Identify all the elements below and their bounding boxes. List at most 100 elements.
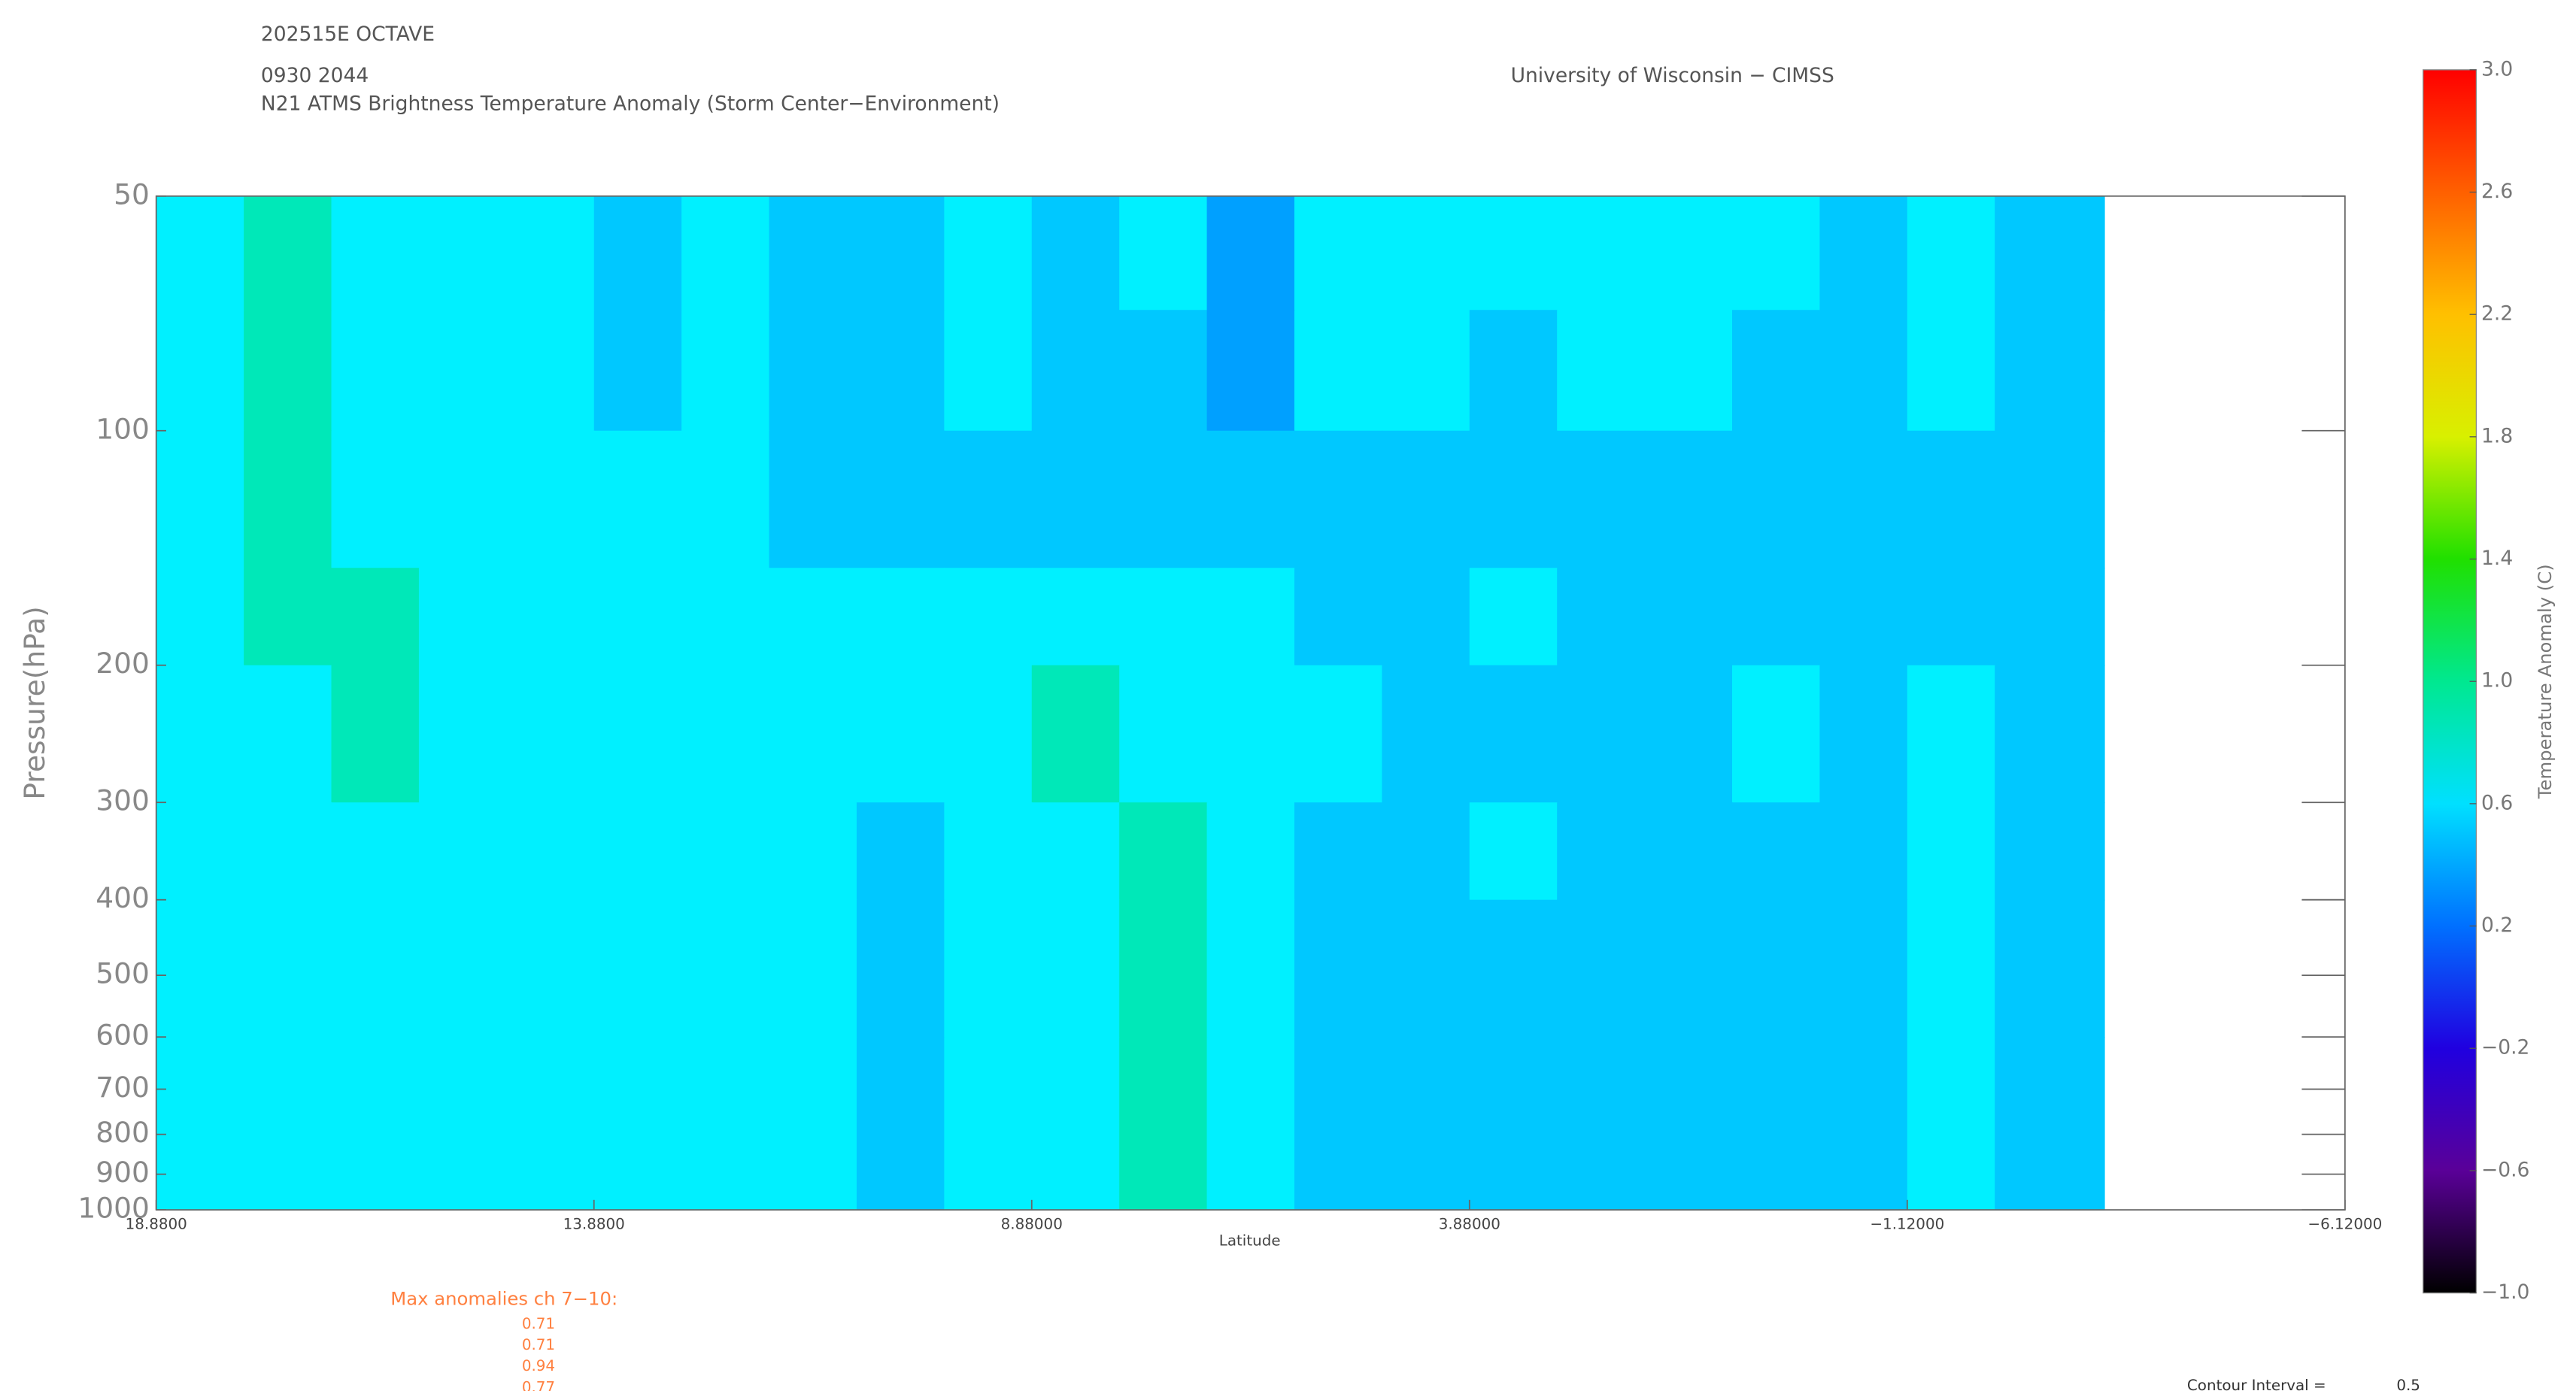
contour-cell	[856, 430, 945, 569]
x-tick-label: 8.88000	[1001, 1215, 1063, 1232]
contour-cell	[1469, 1037, 1558, 1211]
contour-cell	[769, 195, 857, 311]
contour-cell	[1469, 568, 1558, 666]
contour-cell	[1382, 665, 1470, 804]
contour-cell	[1206, 568, 1295, 666]
contour-cell	[156, 899, 244, 1038]
colorbar-tick-label: −0.6	[2481, 1158, 2529, 1181]
contour-cell	[944, 802, 1033, 901]
contour-cell	[1995, 1037, 2105, 1211]
contour-cell	[418, 1037, 508, 1211]
contour-cell	[418, 802, 508, 901]
contour-cell	[244, 430, 332, 569]
contour-cell	[681, 1037, 770, 1211]
field	[156, 195, 2105, 1211]
contour-cell	[1557, 1037, 1646, 1211]
y-tick-label: 800	[96, 1116, 150, 1149]
contour-cell	[593, 899, 683, 1038]
contour-cell	[244, 665, 332, 804]
contour-cell	[1031, 665, 1121, 804]
contour-cell	[1732, 665, 1821, 804]
contour-cell	[1732, 1037, 1821, 1211]
contour-cell	[1119, 1037, 1208, 1211]
contour-cell	[769, 430, 857, 569]
contour-cell	[856, 665, 945, 804]
contour-cell	[156, 195, 244, 311]
contour-cell	[506, 568, 595, 666]
contour-cell	[418, 665, 508, 804]
contour-cell	[1995, 568, 2105, 666]
contour-cell	[331, 802, 420, 901]
contour-cell	[1382, 430, 1470, 569]
contour-cell	[156, 568, 244, 666]
contour-cell	[769, 899, 857, 1038]
y-tick-label: 200	[96, 647, 150, 680]
contour-cell	[244, 310, 332, 432]
contour-cell	[593, 310, 683, 432]
contour-cell	[769, 1037, 857, 1211]
contour-cell	[1732, 430, 1821, 569]
contour-cell	[1469, 802, 1558, 901]
contour-cell	[1031, 1037, 1121, 1211]
contour-cell	[1644, 568, 1733, 666]
contour-cell	[944, 310, 1033, 432]
contour-cell	[944, 1037, 1033, 1211]
y-tick-label: 600	[96, 1019, 150, 1052]
contour-cell	[1557, 310, 1646, 432]
colorbar-tick-label: 0.2	[2481, 914, 2513, 937]
contour-cell	[1294, 568, 1383, 666]
contour-cell	[156, 430, 244, 569]
contour-cell	[681, 802, 770, 901]
contour-cell	[1206, 310, 1295, 432]
x-tick-label: 3.88000	[1439, 1215, 1500, 1232]
x-tick-label: −1.12000	[1870, 1215, 1944, 1232]
contour-cell	[1557, 665, 1646, 804]
contour-cell	[1557, 568, 1646, 666]
contour-cell	[856, 310, 945, 432]
contour-cell	[1119, 802, 1208, 901]
y-tick-label: 900	[96, 1156, 150, 1189]
contour-cell	[1206, 195, 1295, 311]
max-anomaly-value: 0.71	[522, 1315, 555, 1332]
contour-cell	[418, 195, 508, 311]
contour-cell	[681, 899, 770, 1038]
contour-cell	[1907, 1037, 1996, 1211]
contour-cell	[506, 1037, 595, 1211]
contour-cell	[944, 899, 1033, 1038]
colorbar-tick-label: −1.0	[2481, 1280, 2529, 1304]
contour-cell	[331, 430, 420, 569]
contour-cell	[1206, 1037, 1295, 1211]
contour-cell	[506, 195, 595, 311]
contour-cell	[856, 899, 945, 1038]
contour-cell	[1382, 195, 1470, 311]
contour-cell	[331, 568, 420, 666]
contour-cell	[1995, 195, 2105, 311]
colorbar-tick-label: 3.0	[2481, 57, 2513, 80]
contour-cell	[1031, 310, 1121, 432]
y-axis-label: Pressure(hPa)	[18, 606, 51, 799]
contour-cell	[681, 430, 770, 569]
contour-cell	[1294, 430, 1383, 569]
contour-cell	[1119, 430, 1208, 569]
contour-cell	[1119, 195, 1208, 311]
contour-cell	[593, 1037, 683, 1211]
y-tick-label: 700	[96, 1071, 150, 1104]
contour-cell	[1819, 899, 1908, 1038]
contour-cell	[1119, 310, 1208, 432]
contour-cell	[1294, 310, 1383, 432]
x-axis-label: Latitude	[1219, 1232, 1281, 1250]
contour-cell	[156, 1037, 244, 1211]
contour-cell	[1819, 310, 1908, 432]
contour-cell	[1907, 195, 1996, 311]
contour-cell	[1557, 430, 1646, 569]
chart-title: N21 ATMS Brightness Temperature Anomaly …	[261, 92, 1000, 116]
contour-cell	[1644, 310, 1733, 432]
contour-cell	[1382, 1037, 1470, 1211]
contour-cell	[331, 665, 420, 804]
max-anomalies-label: Max anomalies ch 7−10:	[390, 1287, 617, 1309]
contour-cell	[156, 310, 244, 432]
contour-cell	[1907, 665, 1996, 804]
contour-cell	[1382, 310, 1470, 432]
contour-cell	[1382, 899, 1470, 1038]
